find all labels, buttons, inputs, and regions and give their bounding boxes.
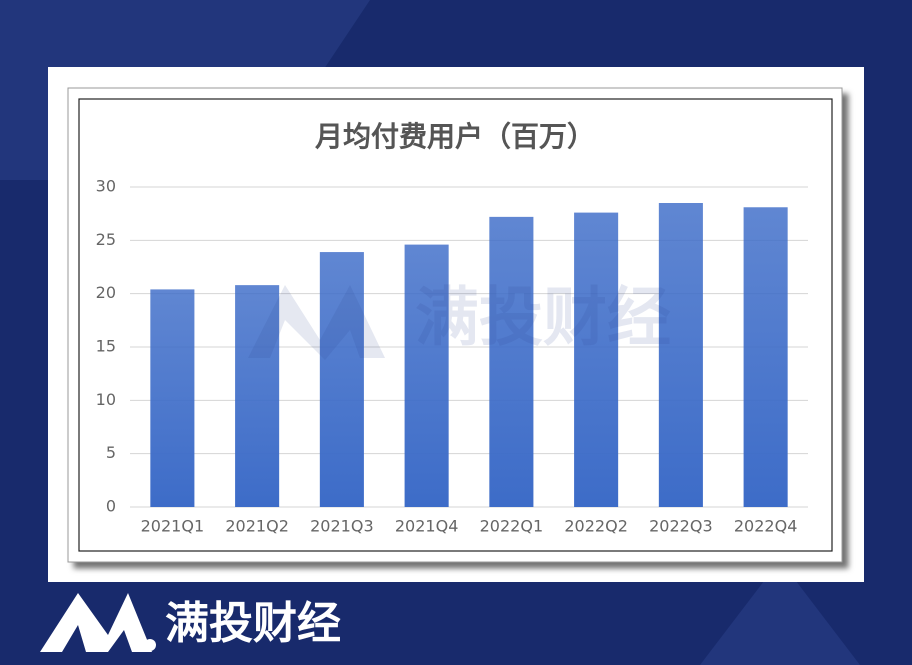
bar bbox=[574, 212, 619, 507]
x-tick-label: 2022Q2 bbox=[564, 517, 628, 536]
y-tick-label: 15 bbox=[96, 337, 116, 356]
y-tick-label: 5 bbox=[106, 443, 116, 462]
bg-shape bbox=[700, 560, 860, 665]
y-tick-label: 30 bbox=[96, 177, 116, 196]
x-tick-label: 2022Q1 bbox=[480, 517, 544, 536]
x-tick-label: 2021Q3 bbox=[310, 517, 374, 536]
watermark: 满投财经 bbox=[415, 282, 671, 356]
watermark-group: 满投财经 bbox=[248, 282, 671, 360]
bar bbox=[150, 289, 195, 507]
x-tick-label: 2021Q1 bbox=[141, 517, 205, 536]
x-tick-label: 2021Q4 bbox=[395, 517, 459, 536]
brand-name: 满投财经 bbox=[165, 598, 341, 649]
chart-title: 月均付费用户（百万） bbox=[314, 120, 595, 153]
x-tick-label: 2022Q3 bbox=[649, 517, 713, 536]
y-tick-label: 0 bbox=[106, 497, 116, 516]
y-tick-label: 10 bbox=[96, 390, 116, 409]
y-tick-label: 25 bbox=[96, 230, 116, 249]
bar bbox=[235, 285, 280, 507]
watermark-logo bbox=[248, 285, 385, 360]
plot-area: 0 5 10 15 20 25 30 2021Q1 2021Q2 2021Q3 2021Q4 2022… bbox=[96, 177, 808, 536]
chart-border bbox=[78, 98, 833, 552]
bar bbox=[319, 252, 364, 507]
bar bbox=[658, 203, 703, 507]
bar bbox=[404, 244, 449, 507]
x-tick-label: 2022Q4 bbox=[734, 517, 798, 536]
y-tick-label: 20 bbox=[96, 283, 116, 302]
bar bbox=[489, 216, 534, 507]
bar bbox=[743, 207, 788, 507]
brand-logo bbox=[40, 593, 152, 652]
x-tick-label: 2021Q2 bbox=[225, 517, 289, 536]
brand-logo-dot bbox=[144, 639, 156, 651]
